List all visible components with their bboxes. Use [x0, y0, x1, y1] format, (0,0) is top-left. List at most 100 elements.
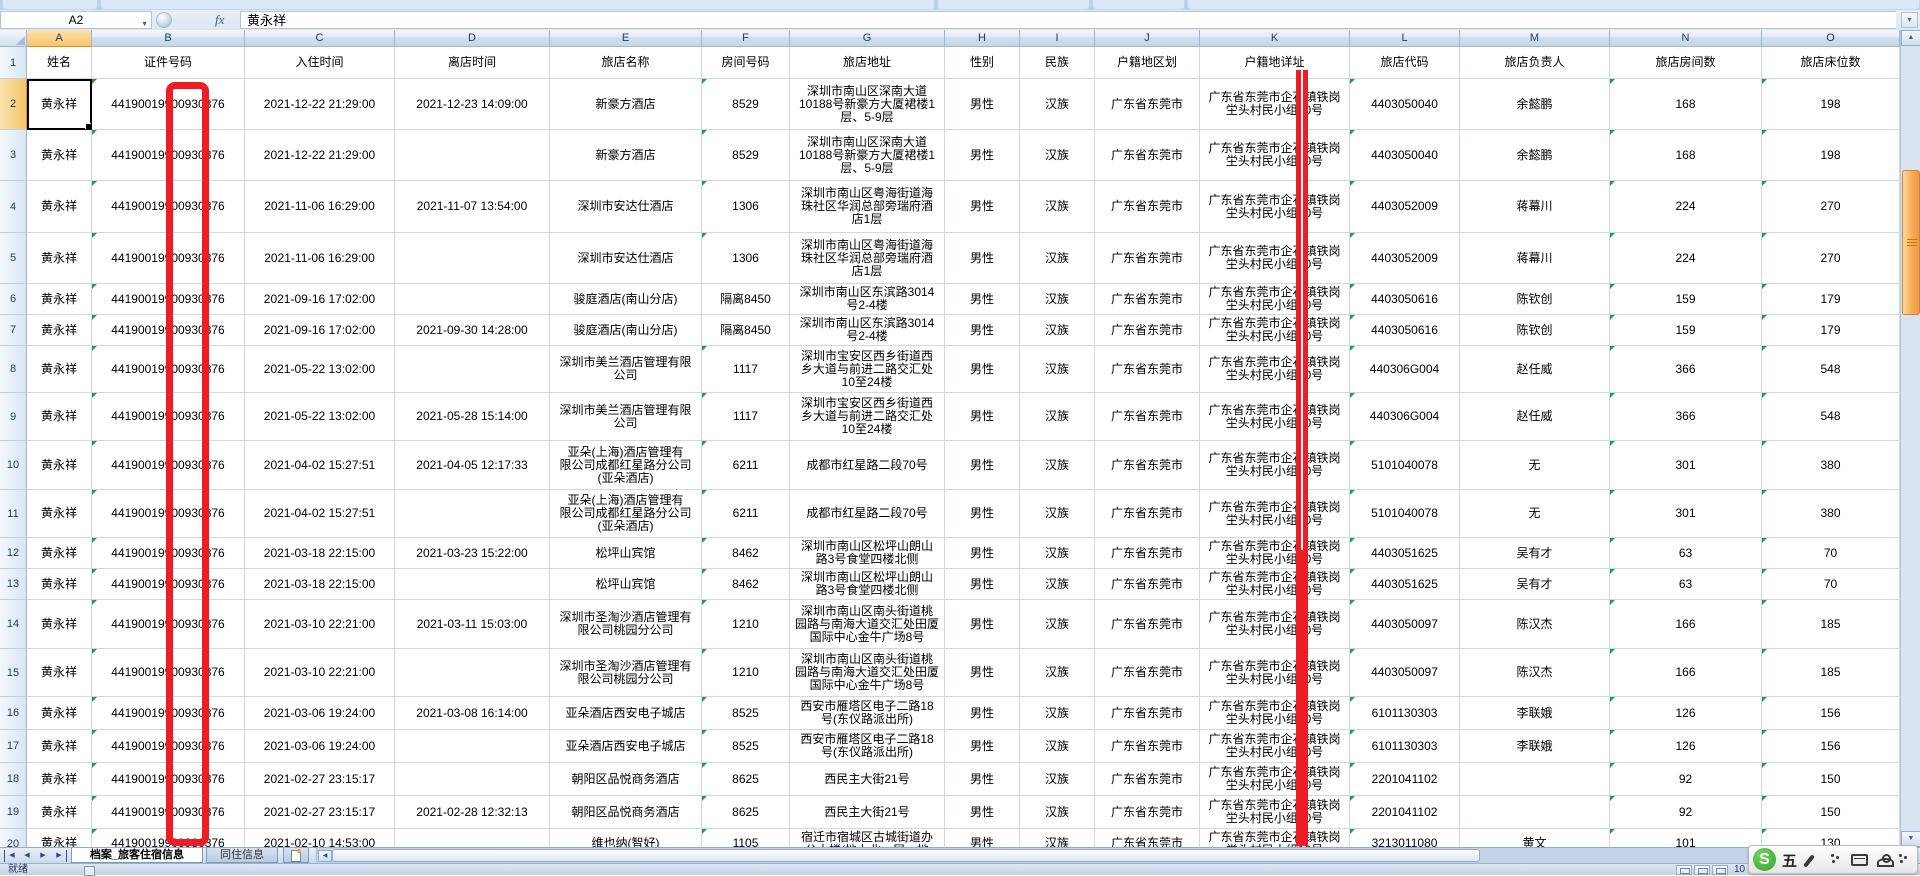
- field-header-I[interactable]: 民族: [1020, 47, 1095, 79]
- cell-H6[interactable]: 男性: [945, 284, 1020, 315]
- cell-N8[interactable]: 366: [1610, 346, 1762, 393]
- cell-K14[interactable]: 广东省东莞市企石镇铁岗 坣头村民小组10号: [1200, 600, 1350, 649]
- cell-H5[interactable]: 男性: [945, 233, 1020, 284]
- select-all-corner[interactable]: [0, 30, 27, 47]
- cell-E10[interactable]: 亚朵(上海)酒店管理有 限公司成都红星路分公司 (亚朵酒店): [550, 441, 702, 490]
- cell-H16[interactable]: 男性: [945, 697, 1020, 730]
- vertical-scrollbar[interactable]: ▲ ▼: [1900, 30, 1920, 847]
- cell-G14[interactable]: 深圳市南山区南头街道桃 园路与南海大道交汇处田厦 国际中心金牛广场8号: [790, 600, 945, 649]
- cell-D18[interactable]: [395, 763, 550, 796]
- cell-J20[interactable]: 广东省东莞市: [1095, 829, 1200, 847]
- cell-H17[interactable]: 男性: [945, 730, 1020, 763]
- cell-E20[interactable]: 维也纳(智好): [550, 829, 702, 847]
- cell-H12[interactable]: 男性: [945, 538, 1020, 569]
- cell-J13[interactable]: 广东省东莞市: [1095, 569, 1200, 600]
- cell-E5[interactable]: 深圳市安达仕酒店: [550, 233, 702, 284]
- cell-C17[interactable]: 2021-03-06 19:24:00: [245, 730, 395, 763]
- cell-C20[interactable]: 2021-02-10 14:53:00: [245, 829, 395, 847]
- cell-J15[interactable]: 广东省东莞市: [1095, 649, 1200, 697]
- cell-O13[interactable]: 70: [1762, 569, 1900, 600]
- cell-J5[interactable]: 广东省东莞市: [1095, 233, 1200, 284]
- cell-I5[interactable]: 汉族: [1020, 233, 1095, 284]
- formula-input[interactable]: 黄永祥: [240, 11, 1896, 29]
- cell-G5[interactable]: 深圳市南山区粤海街道海 珠社区华润总部旁瑞府酒 店1层: [790, 233, 945, 284]
- cell-E7[interactable]: 骏庭酒店(南山分店): [550, 315, 702, 346]
- cell-A8[interactable]: 黄永祥: [27, 346, 92, 393]
- cell-K13[interactable]: 广东省东莞市企石镇铁岗 坣头村民小组10号: [1200, 569, 1350, 600]
- cell-A9[interactable]: 黄永祥: [27, 393, 92, 441]
- horizontal-scroll-thumb[interactable]: [332, 849, 1480, 862]
- cell-N19[interactable]: 92: [1610, 796, 1762, 829]
- cell-K9[interactable]: 广东省东莞市企石镇铁岗 坣头村民小组10号: [1200, 393, 1350, 441]
- row-header-4[interactable]: 4: [0, 181, 27, 233]
- cell-G18[interactable]: 西民主大街21号: [790, 763, 945, 796]
- cell-L9[interactable]: 440306G004: [1350, 393, 1460, 441]
- cell-J2[interactable]: 广东省东莞市: [1095, 79, 1200, 130]
- cell-O10[interactable]: 380: [1762, 441, 1900, 490]
- cell-N7[interactable]: 159: [1610, 315, 1762, 346]
- cell-N16[interactable]: 126: [1610, 697, 1762, 730]
- cell-A5[interactable]: 黄永祥: [27, 233, 92, 284]
- cell-E17[interactable]: 亚朵酒店西安电子城店: [550, 730, 702, 763]
- cell-M5[interactable]: 蒋幕川: [1460, 233, 1610, 284]
- cell-F8[interactable]: 1117: [702, 346, 790, 393]
- sheet-tab-active[interactable]: 档案_旅客住宿信息: [71, 848, 203, 863]
- cell-F13[interactable]: 8462: [702, 569, 790, 600]
- cell-M12[interactable]: 吴有才: [1460, 538, 1610, 569]
- vertical-scroll-thumb[interactable]: [1902, 170, 1920, 315]
- view-normal-button[interactable]: [1676, 865, 1692, 875]
- column-header-G[interactable]: G: [790, 30, 945, 47]
- cell-C7[interactable]: 2021-09-16 17:02:00: [245, 315, 395, 346]
- cell-L6[interactable]: 4403050616: [1350, 284, 1460, 315]
- field-header-E[interactable]: 旅店名称: [550, 47, 702, 79]
- cell-O9[interactable]: 548: [1762, 393, 1900, 441]
- cell-G15[interactable]: 深圳市南山区南头街道桃 园路与南海大道交汇处田厦 国际中心金牛广场8号: [790, 649, 945, 697]
- row-header-18[interactable]: 18: [0, 763, 27, 796]
- cell-J8[interactable]: 广东省东莞市: [1095, 346, 1200, 393]
- cell-F11[interactable]: 6211: [702, 490, 790, 538]
- cell-J6[interactable]: 广东省东莞市: [1095, 284, 1200, 315]
- cell-C4[interactable]: 2021-11-06 16:29:00: [245, 181, 395, 233]
- cell-G9[interactable]: 深圳市宝安区西乡街道西 乡大道与前进二路交汇处 10至24楼: [790, 393, 945, 441]
- cell-G8[interactable]: 深圳市宝安区西乡街道西 乡大道与前进二路交汇处 10至24楼: [790, 346, 945, 393]
- cell-I20[interactable]: 汉族: [1020, 829, 1095, 847]
- cell-C11[interactable]: 2021-04-02 15:27:51: [245, 490, 395, 538]
- cell-J12[interactable]: 广东省东莞市: [1095, 538, 1200, 569]
- cell-J7[interactable]: 广东省东莞市: [1095, 315, 1200, 346]
- cell-N5[interactable]: 224: [1610, 233, 1762, 284]
- ime-pen-icon[interactable]: [1803, 854, 1815, 868]
- cell-M10[interactable]: 无: [1460, 441, 1610, 490]
- cell-C19[interactable]: 2021-02-27 23:15:17: [245, 796, 395, 829]
- cell-I18[interactable]: 汉族: [1020, 763, 1095, 796]
- column-header-L[interactable]: L: [1350, 30, 1460, 47]
- cell-M4[interactable]: 蒋幕川: [1460, 181, 1610, 233]
- cell-I14[interactable]: 汉族: [1020, 600, 1095, 649]
- cell-O15[interactable]: 185: [1762, 649, 1900, 697]
- scroll-up-button[interactable]: ▲: [1901, 30, 1920, 46]
- cell-C9[interactable]: 2021-05-22 13:02:00: [245, 393, 395, 441]
- tab-nav-prev-icon[interactable]: ◀: [24, 852, 30, 859]
- cell-H20[interactable]: 男性: [945, 829, 1020, 847]
- cell-H9[interactable]: 男性: [945, 393, 1020, 441]
- cell-M3[interactable]: 余懿鹏: [1460, 130, 1610, 181]
- cell-I15[interactable]: 汉族: [1020, 649, 1095, 697]
- fill-handle[interactable]: [85, 123, 91, 129]
- cell-C5[interactable]: 2021-11-06 16:29:00: [245, 233, 395, 284]
- cell-I8[interactable]: 汉族: [1020, 346, 1095, 393]
- cell-O5[interactable]: 270: [1762, 233, 1900, 284]
- insert-function-icon[interactable]: fx: [215, 12, 225, 27]
- cell-F14[interactable]: 1210: [702, 600, 790, 649]
- cell-I4[interactable]: 汉族: [1020, 181, 1095, 233]
- cell-G12[interactable]: 深圳市南山区松坪山朗山 路3号食堂四楼北侧: [790, 538, 945, 569]
- cell-D10[interactable]: 2021-04-05 12:17:33: [395, 441, 550, 490]
- field-header-D[interactable]: 离店时间: [395, 47, 550, 79]
- row-header-20[interactable]: 20: [0, 829, 27, 847]
- cell-D12[interactable]: 2021-03-23 15:22:00: [395, 538, 550, 569]
- column-header-D[interactable]: D: [395, 30, 550, 47]
- row-header-2[interactable]: 2: [0, 79, 27, 130]
- cell-K7[interactable]: 广东省东莞市企石镇铁岗 坣头村民小组10号: [1200, 315, 1350, 346]
- cell-A20[interactable]: 黄永祥: [27, 829, 92, 847]
- cell-J14[interactable]: 广东省东莞市: [1095, 600, 1200, 649]
- cell-I13[interactable]: 汉族: [1020, 569, 1095, 600]
- cell-L18[interactable]: 2201041102: [1350, 763, 1460, 796]
